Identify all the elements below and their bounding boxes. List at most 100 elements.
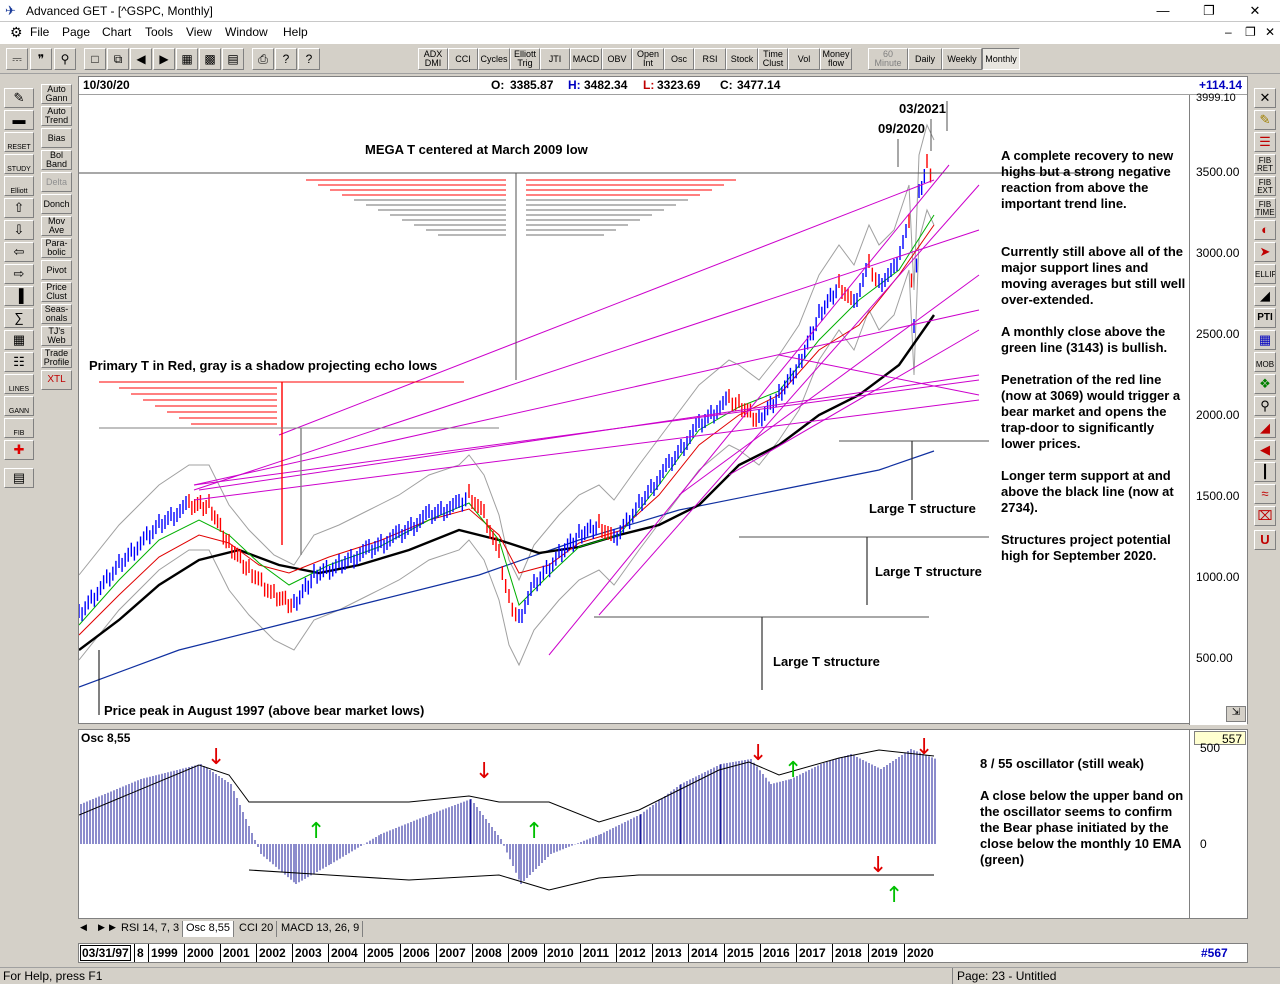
tab-scroll-end-icon[interactable]: ▶ <box>109 922 116 932</box>
ind-stock[interactable]: Stock <box>726 48 758 70</box>
period-monthly[interactable]: Monthly <box>982 48 1020 70</box>
ind-open-int[interactable]: Open Int <box>632 48 664 70</box>
reset-tool[interactable]: RESET <box>4 132 34 152</box>
close-button[interactable]: ✕ <box>1249 3 1261 18</box>
ind-osc[interactable]: Osc <box>664 48 694 70</box>
pen-icon[interactable]: ✎ <box>1254 110 1276 130</box>
period-60-minute[interactable]: 60 Minute <box>868 48 908 70</box>
tool-parabolic[interactable]: Para-bolic <box>41 238 72 258</box>
calc-icon[interactable]: ☷ <box>4 352 34 372</box>
oscillator-panel[interactable]: Osc 8,55 ↓ ↓ ↓ ↓ ↓ ↑ ↑ ↑ ↑ 8 / 55 oscillator (st… <box>78 729 1248 919</box>
speed-line-icon[interactable]: ◢ <box>1254 418 1276 438</box>
sigma-icon[interactable]: ∑ <box>4 308 34 328</box>
menu-tools[interactable]: Tools <box>145 25 174 39</box>
tool-bol-band[interactable]: Bol Band <box>41 150 72 170</box>
tab-cci[interactable]: CCI 20 <box>236 921 278 937</box>
menu-file[interactable]: File <box>30 25 50 39</box>
tab-osc[interactable]: Osc 8,55 <box>183 921 235 937</box>
crosshair-icon[interactable]: ✚ <box>4 440 34 460</box>
tool-delta[interactable]: Delta <box>41 172 72 192</box>
ind-obv[interactable]: OBV <box>602 48 632 70</box>
close-study-icon[interactable]: ✕ <box>1254 88 1276 108</box>
tile-icon[interactable]: ▦ <box>176 48 198 70</box>
tool-auto-gann[interactable]: Auto Gann <box>41 84 72 104</box>
mdi-minimize-icon[interactable]: – <box>1225 25 1232 39</box>
tab-scroll-left-icon[interactable]: ◀ <box>80 922 87 932</box>
ind-cci[interactable]: CCI <box>448 48 478 70</box>
menu-page[interactable]: Page <box>62 25 91 39</box>
tab-rsi[interactable]: RSI 14, 7, 3 <box>118 921 184 937</box>
lines-tool[interactable]: LINES <box>4 374 34 394</box>
tool-trade-profile[interactable]: Trade Profile <box>41 348 72 368</box>
ind-adx-dmi[interactable]: ADX DMI <box>418 48 448 70</box>
menu-chart[interactable]: Chart <box>102 25 132 39</box>
restore-button[interactable]: ❐ <box>1203 3 1215 18</box>
magnify-icon[interactable]: ⚲ <box>1254 396 1276 416</box>
new-page-icon[interactable]: □ <box>84 48 106 70</box>
fib-arc-icon[interactable]: ◐ <box>1254 220 1276 240</box>
price-chart-panel[interactable]: 10/30/20 O: 3385.87 H: 3482.34 L: 3323.6… <box>78 76 1248 725</box>
tab-scroll-right-icon[interactable]: ▶ <box>98 922 105 932</box>
quote-tool-icon[interactable]: ❞ <box>30 48 52 70</box>
arrow-up-icon[interactable]: ⇧ <box>4 198 34 218</box>
menu-window[interactable]: Window <box>225 25 268 39</box>
fib-ret-tool[interactable]: FIB RET <box>1254 154 1276 174</box>
channel-icon[interactable]: ◢ <box>1254 286 1276 306</box>
tab-macd[interactable]: MACD 13, 26, 9 <box>278 921 364 937</box>
mdi-restore-icon[interactable]: ❐ <box>1245 25 1256 39</box>
arrow-down-icon[interactable]: ⇩ <box>4 220 34 240</box>
minimize-button[interactable]: — <box>1156 3 1170 18</box>
grid-tool-icon[interactable]: ▦ <box>1254 330 1276 350</box>
target-icon[interactable]: ❖ <box>1254 374 1276 394</box>
ruler-icon[interactable]: ▬ <box>4 110 34 130</box>
bracket-icon[interactable]: ⌧ <box>1254 506 1276 526</box>
period-weekly[interactable]: Weekly <box>942 48 982 70</box>
ind-macd[interactable]: MACD <box>570 48 602 70</box>
ind-cycles[interactable]: Cycles <box>478 48 510 70</box>
wave-icon[interactable]: ≈ <box>1254 484 1276 504</box>
mdi-close-icon[interactable]: ✕ <box>1265 25 1276 39</box>
copy-icon[interactable]: ⧉ <box>107 48 129 70</box>
fib-tool[interactable]: FIB <box>4 418 34 438</box>
period-daily[interactable]: Daily <box>908 48 942 70</box>
tool-pivot[interactable]: Pivot <box>41 260 72 280</box>
prev-chart-icon[interactable]: ◀ <box>130 48 152 70</box>
arrow-left-icon[interactable]: ⇦ <box>4 242 34 262</box>
tool-mov-ave[interactable]: Mov Ave <box>41 216 72 236</box>
tool-tjs-web[interactable]: TJ's Web <box>41 326 72 346</box>
fib-ext-tool[interactable]: FIB EXT <box>1254 176 1276 196</box>
grid-icon[interactable]: ▩ <box>199 48 221 70</box>
tool-donch[interactable]: Donch <box>41 194 72 214</box>
pti-tool[interactable]: PTI <box>1254 308 1276 328</box>
table-icon[interactable]: ▦ <box>4 330 34 350</box>
layout-icon[interactable]: ▤ <box>222 48 244 70</box>
next-chart-icon[interactable]: ▶ <box>153 48 175 70</box>
vertical-line-icon[interactable]: ┃ <box>1254 462 1276 482</box>
ind-rsi[interactable]: RSI <box>694 48 726 70</box>
tool-auto-trend[interactable]: Auto Trend <box>41 106 72 126</box>
ind-vol[interactable]: Vol <box>788 48 820 70</box>
ind-jti[interactable]: JTI <box>540 48 570 70</box>
tool-xtl[interactable]: XTL <box>41 370 72 390</box>
fib-time-tool[interactable]: FIB TIME <box>1254 198 1276 218</box>
study-tool[interactable]: STUDY <box>4 154 34 174</box>
tool-seasonals[interactable]: Seas-onals <box>41 304 72 324</box>
tool-price-clust[interactable]: Price Clust <box>41 282 72 302</box>
u-tool-icon[interactable]: U <box>1254 530 1276 550</box>
gann-tool[interactable]: GANN <box>4 396 34 416</box>
resize-grip-icon[interactable]: ⇲ <box>1226 706 1246 722</box>
time-icon[interactable]: ◀ <box>1254 440 1276 460</box>
tool-bias[interactable]: Bias <box>41 128 72 148</box>
zoom-icon[interactable]: ⚲ <box>54 48 76 70</box>
elliott-tool[interactable]: Elliott <box>4 176 34 196</box>
ind-elliott-trig[interactable]: Elliott Trig <box>510 48 540 70</box>
arrow-right-icon[interactable]: ⇨ <box>4 264 34 284</box>
print-icon[interactable]: ⎙ <box>252 48 274 70</box>
fan-icon[interactable]: ➤ <box>1254 242 1276 262</box>
bars-icon[interactable]: ▐ <box>4 286 34 306</box>
help-icon[interactable]: ? <box>275 48 297 70</box>
menu-help[interactable]: Help <box>283 25 308 39</box>
cursor-tool-icon[interactable]: ⎓ <box>6 48 28 70</box>
ind-money-flow[interactable]: Money flow <box>820 48 852 70</box>
pencil-icon[interactable]: ✎ <box>4 88 34 108</box>
